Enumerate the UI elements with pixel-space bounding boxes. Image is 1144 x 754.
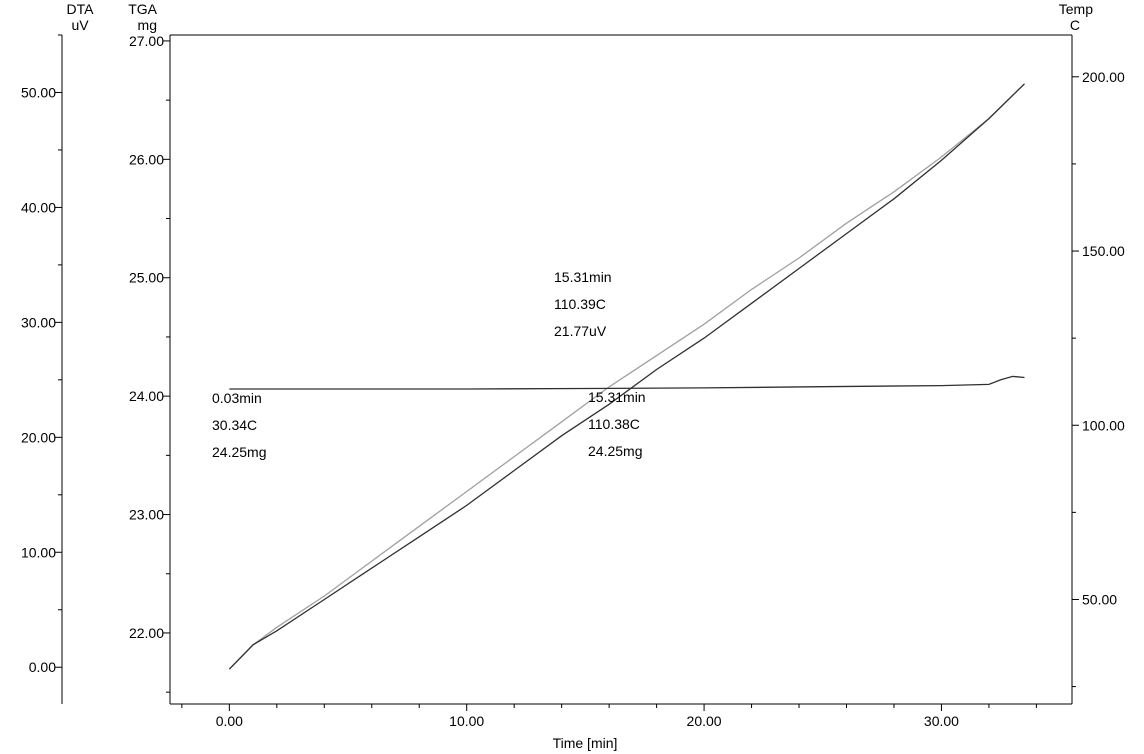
temp-tick-label: 150.00 <box>1082 243 1125 259</box>
x-axis-label: Time [min] <box>553 735 618 751</box>
annotation-2-line: 24.25mg <box>212 444 266 460</box>
tick-marks: 0.00 10.00 20.00 30.00 40.00 50.00 22.00 23.00 2… <box>21 33 1125 729</box>
data-series <box>228 83 1025 670</box>
temp-tick-label: 200.00 <box>1082 69 1125 85</box>
temp-tick-label: 50.00 <box>1082 591 1117 607</box>
series-line-3 <box>229 375 1025 390</box>
dta-axis-unit: uV <box>71 17 89 33</box>
tga-tick-label: 24.00 <box>129 388 164 404</box>
tga-tick-label: 23.00 <box>129 507 164 523</box>
annotation-2-line: 0.03min <box>212 390 262 406</box>
dta-tick-label: 0.00 <box>29 659 56 675</box>
temp-tick-label: 100.00 <box>1082 417 1125 433</box>
annotation-1-line: 110.39C <box>554 296 606 312</box>
annotation-1-line: 15.31min <box>554 269 612 285</box>
temp-axis-title: Temp <box>1059 1 1093 17</box>
x-tick-label: 0.00 <box>216 713 243 729</box>
dta-tick-label: 20.00 <box>21 429 56 445</box>
series-line-2 <box>228 83 1025 670</box>
temp-axis-unit: C <box>1070 17 1080 33</box>
annotation-3-line: 24.25mg <box>588 443 642 459</box>
annotation-3-line: 15.31min <box>588 389 646 405</box>
tga-tick-label: 25.00 <box>129 270 164 286</box>
tga-tick-label: 26.00 <box>129 151 164 167</box>
dta-tick-label: 30.00 <box>21 314 56 330</box>
annotation-3-line: 110.38C <box>588 416 640 432</box>
tga-tick-label: 27.00 <box>129 33 164 49</box>
tga-axis-unit: mg <box>138 17 157 33</box>
annotations: 15.31min 110.39C 21.77uV 0.03min 30.34C 24.25… <box>212 269 646 460</box>
dta-tick-label: 40.00 <box>21 199 56 215</box>
x-tick-label: 20.00 <box>687 713 722 729</box>
x-tick-label: 10.00 <box>449 713 484 729</box>
dta-axis-title: DTA <box>67 1 95 17</box>
series-line-1 <box>228 83 1025 670</box>
dta-tick-label: 50.00 <box>21 84 56 100</box>
tga-axis-title: TGA <box>128 1 157 17</box>
annotation-1-line: 21.77uV <box>554 323 607 339</box>
annotation-2-line: 30.34C <box>212 417 257 433</box>
tga-tick-label: 22.00 <box>129 625 164 641</box>
x-tick-label: 30.00 <box>924 713 959 729</box>
dta-tick-label: 10.00 <box>21 544 56 560</box>
